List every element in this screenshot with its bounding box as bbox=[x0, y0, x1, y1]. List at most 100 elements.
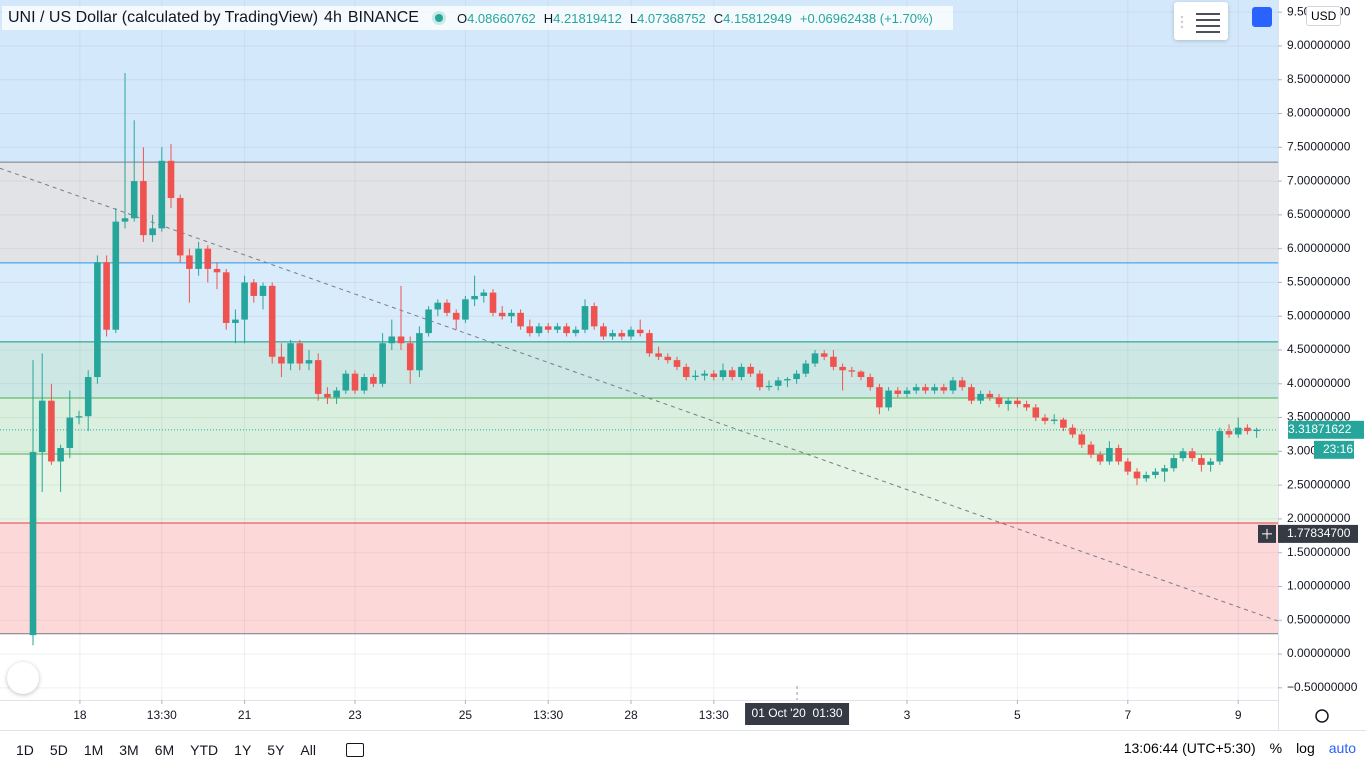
label: H bbox=[543, 10, 554, 26]
candle-body bbox=[140, 181, 147, 236]
chart: 9.500000009.000000008.500000008.00000000… bbox=[0, 0, 1366, 730]
label: O bbox=[456, 10, 468, 26]
candle-body bbox=[517, 312, 524, 327]
candle-body bbox=[1106, 447, 1113, 462]
y-tick-label: 1.50000000 bbox=[1287, 545, 1351, 559]
candle-body bbox=[765, 385, 773, 388]
candle-body bbox=[1234, 427, 1242, 435]
candle-body bbox=[728, 370, 736, 378]
candle-body bbox=[995, 397, 1003, 405]
candle-body bbox=[379, 343, 386, 384]
candle-body bbox=[278, 356, 285, 364]
candle-body bbox=[885, 390, 892, 408]
ranges: 1D 5D 1M 3M 6M YTD 1Y 5Y All bbox=[8, 742, 324, 758]
right-tools: 13:06:44 (UTC+5:30)% log auto bbox=[1124, 740, 1356, 756]
price-axis bbox=[1278, 0, 1366, 730]
clock[interactable]: 13:06:44 (UTC+5:30) bbox=[1123, 740, 1256, 756]
candle-body bbox=[811, 353, 819, 364]
x-tick-label: 18 bbox=[73, 708, 87, 722]
percent-toggle[interactable]: % bbox=[1269, 740, 1283, 756]
candle-body bbox=[416, 333, 423, 371]
candle-body bbox=[1179, 451, 1187, 459]
candle-body bbox=[112, 221, 120, 330]
range-button[interactable]: 1Y bbox=[234, 742, 252, 758]
candle-body bbox=[857, 371, 865, 378]
range-button[interactable]: 1D bbox=[16, 742, 34, 758]
candle-body bbox=[259, 285, 267, 296]
screenshot-button[interactable] bbox=[1252, 7, 1272, 27]
range-button[interactable]: 3M bbox=[119, 742, 139, 758]
candle-body bbox=[305, 360, 313, 364]
x-tick-label: 5 bbox=[1014, 708, 1021, 722]
candle-body bbox=[636, 329, 644, 334]
range-button[interactable]: 6M bbox=[154, 742, 175, 758]
ohlc: O4.08660762 H4.21819412 L4.07368752 C4.1581… bbox=[457, 11, 941, 26]
date-range-button[interactable] bbox=[345, 743, 364, 757]
candle-body bbox=[1014, 400, 1021, 405]
candle-body bbox=[609, 333, 616, 337]
candle-body bbox=[710, 373, 718, 378]
crosshair-price-box bbox=[1278, 524, 1358, 543]
candle-body bbox=[48, 400, 55, 462]
log-toggle[interactable]: log bbox=[1296, 740, 1315, 756]
candle-body bbox=[646, 333, 653, 354]
candle-body bbox=[204, 248, 212, 269]
candle-body bbox=[250, 282, 258, 296]
y-tick-label: 0.50000000 bbox=[1287, 612, 1351, 626]
range-button[interactable]: 5D bbox=[49, 742, 68, 758]
zone bbox=[0, 162, 1278, 263]
candle-body bbox=[664, 356, 672, 361]
candle-body bbox=[29, 452, 37, 636]
auto-toggle[interactable]: auto bbox=[1328, 740, 1356, 756]
candle-body bbox=[692, 375, 699, 378]
change: +0.06962438 (+1.70%) bbox=[799, 10, 933, 26]
label: L bbox=[629, 10, 638, 26]
candle-body bbox=[590, 306, 598, 327]
candle-body bbox=[554, 326, 561, 330]
range-button[interactable]: 1M bbox=[83, 742, 104, 758]
candle-body bbox=[508, 312, 515, 317]
currency[interactable]: USD bbox=[1306, 6, 1342, 26]
candle-body bbox=[370, 377, 377, 384]
bottom-toolbar: 1D 5D 1M 3M 6M YTD 1Y 5Y All bbox=[0, 730, 1366, 769]
y-tick-label: 6.50000000 bbox=[1287, 207, 1351, 221]
candle-body bbox=[848, 370, 856, 372]
y-tick-label: 4.50000000 bbox=[1287, 342, 1351, 356]
legend: UNI / US Dollar (calculated by TradingVi… bbox=[2, 6, 953, 30]
x-tick-label: 28 bbox=[624, 708, 638, 722]
candle-body bbox=[480, 292, 488, 296]
candle-body bbox=[130, 181, 138, 219]
candle-body bbox=[1041, 417, 1049, 421]
zone bbox=[0, 397, 1278, 455]
candle-body bbox=[342, 373, 350, 391]
candle-body bbox=[94, 262, 101, 378]
candle-body bbox=[968, 387, 975, 401]
x-tick-label: 21 bbox=[238, 708, 252, 722]
time-axis bbox=[0, 700, 1278, 730]
candle-body bbox=[1142, 475, 1150, 479]
candle-body bbox=[406, 343, 414, 371]
candle-body bbox=[498, 312, 506, 317]
logo[interactable] bbox=[7, 662, 39, 694]
candle-body bbox=[296, 343, 304, 364]
candle-body bbox=[268, 285, 276, 357]
crosshair-time-box bbox=[745, 703, 850, 725]
x-tick-label: 9 bbox=[1235, 708, 1242, 722]
range-button[interactable]: 5Y bbox=[267, 742, 285, 758]
range-button[interactable]: YTD bbox=[190, 742, 219, 758]
x-tick-label: 13:30 bbox=[699, 708, 729, 722]
candle-body bbox=[158, 160, 166, 229]
y-tick-label: 7.00000000 bbox=[1287, 173, 1351, 187]
candle-body bbox=[1004, 400, 1012, 405]
candle-body bbox=[1060, 419, 1067, 428]
candle-body bbox=[793, 373, 800, 380]
zone bbox=[0, 522, 1278, 634]
candle-body bbox=[222, 272, 230, 323]
candle-body bbox=[1078, 434, 1086, 445]
menu-button[interactable] bbox=[1174, 2, 1228, 40]
range-button[interactable]: All bbox=[300, 742, 316, 758]
candle-body bbox=[673, 360, 681, 367]
y-tick-label: 0.00000000 bbox=[1287, 646, 1351, 660]
candle-body bbox=[314, 360, 322, 394]
value: 4.07368752 bbox=[637, 10, 706, 26]
